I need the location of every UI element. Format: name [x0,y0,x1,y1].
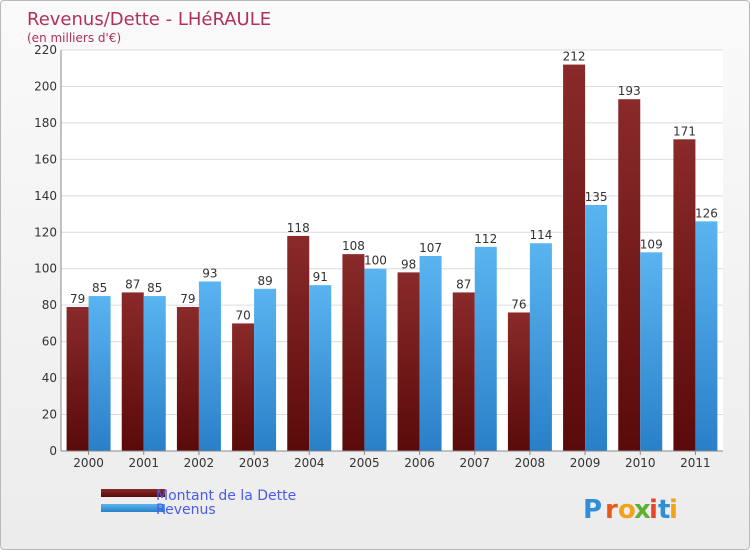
value-label-revenus: 100 [364,254,387,268]
value-label-revenus: 135 [585,190,608,204]
value-label-dette: 171 [673,124,696,138]
x-tick-label: 2002 [184,456,215,470]
bar-revenus [419,255,442,451]
y-tick-label: 160 [34,152,57,166]
y-tick-label: 40 [42,371,57,385]
bar-revenus [640,252,663,451]
value-label-dette: 79 [180,292,195,306]
y-tick-label: 60 [42,335,57,349]
bar-revenus [474,246,497,451]
logo-letter: i [669,495,678,525]
bar-dette [507,312,530,451]
bar-dette [673,139,696,451]
bar-revenus [585,204,608,451]
x-tick-label: 2006 [404,456,435,470]
x-tick-label: 2008 [515,456,546,470]
bar-dette [342,254,365,451]
y-tick-label: 120 [34,225,57,239]
logo-letter: P [583,495,602,525]
bar-revenus [309,285,332,451]
logo-letter: t [658,495,670,525]
legend: Montant de la Dette Revenus [101,488,296,518]
bar-dette [287,235,310,451]
bar-revenus [364,268,387,451]
value-label-revenus: 126 [695,206,718,220]
value-label-revenus: 109 [640,237,663,251]
value-label-dette: 87 [125,277,140,291]
y-tick-label: 100 [34,262,57,276]
axes: 0 20 40 60 80 100 120 140 160 180 200 220 2000 2001 20… [34,43,723,470]
x-tick-label: 2007 [459,456,490,470]
bar-revenus [88,296,111,451]
x-tick-label: 2010 [625,456,656,470]
logo-letter: i [649,495,658,525]
bar-revenus [695,221,718,451]
bar-dette [563,64,586,451]
x-tick-label: 2001 [128,456,159,470]
grid [61,49,723,451]
logo-letter: r [605,495,618,525]
legend-label-revenus: Revenus [156,502,216,518]
x-tick-label: 2009 [570,456,601,470]
y-tick-label: 80 [42,298,57,312]
chart-subtitle: (en milliers d'€) [27,31,121,45]
value-label-dette: 193 [618,84,641,98]
value-label-dette: 118 [287,221,310,235]
x-tick-label: 2004 [294,456,325,470]
x-tick-label: 2011 [680,456,711,470]
value-label-dette: 79 [70,292,85,306]
bar-dette [618,99,641,452]
bar-dette [176,307,199,451]
value-label-dette: 70 [235,308,250,322]
bar-revenus [143,296,166,451]
value-label-revenus: 85 [92,281,107,295]
value-label-revenus: 93 [202,266,217,280]
value-label-revenus: 91 [313,270,328,284]
value-label-dette: 98 [401,257,416,271]
value-label-revenus: 112 [474,232,497,246]
plot-area [61,50,723,451]
bar-dette [452,292,475,451]
legend-label-dette: Montant de la Dette [156,488,296,504]
y-tick-label: 200 [34,79,57,93]
y-tick-label: 180 [34,116,57,130]
value-label-revenus: 107 [419,241,442,255]
value-label-revenus: 89 [257,274,272,288]
logo-letter: o [618,495,636,525]
value-label-dette: 87 [456,277,471,291]
y-tick-label: 140 [34,189,57,203]
y-tick-label: 20 [42,408,57,422]
bar-revenus [254,288,277,451]
bar-revenus [529,243,552,451]
x-tick-label: 2003 [239,456,270,470]
chart-title: Revenus/Dette - LHéRAULE [27,9,271,30]
bar-dette [232,323,255,451]
legend-swatch-revenus [101,504,165,512]
y-tick-label: 220 [34,43,57,57]
bar-revenus [198,281,221,451]
x-tick-label: 2005 [349,456,380,470]
bar-dette [66,307,89,451]
bar-dette [121,292,144,451]
value-label-dette: 76 [511,297,526,311]
legend-swatch-dette [101,489,165,497]
value-label-revenus: 85 [147,281,162,295]
value-label-dette: 212 [563,50,586,64]
value-label-revenus: 114 [529,228,552,242]
bar-dette [397,272,420,451]
x-tick-label: 2000 [73,456,104,470]
value-label-dette: 108 [342,239,365,253]
logo-letter: x [634,495,651,525]
y-tick-label: 0 [49,444,57,458]
